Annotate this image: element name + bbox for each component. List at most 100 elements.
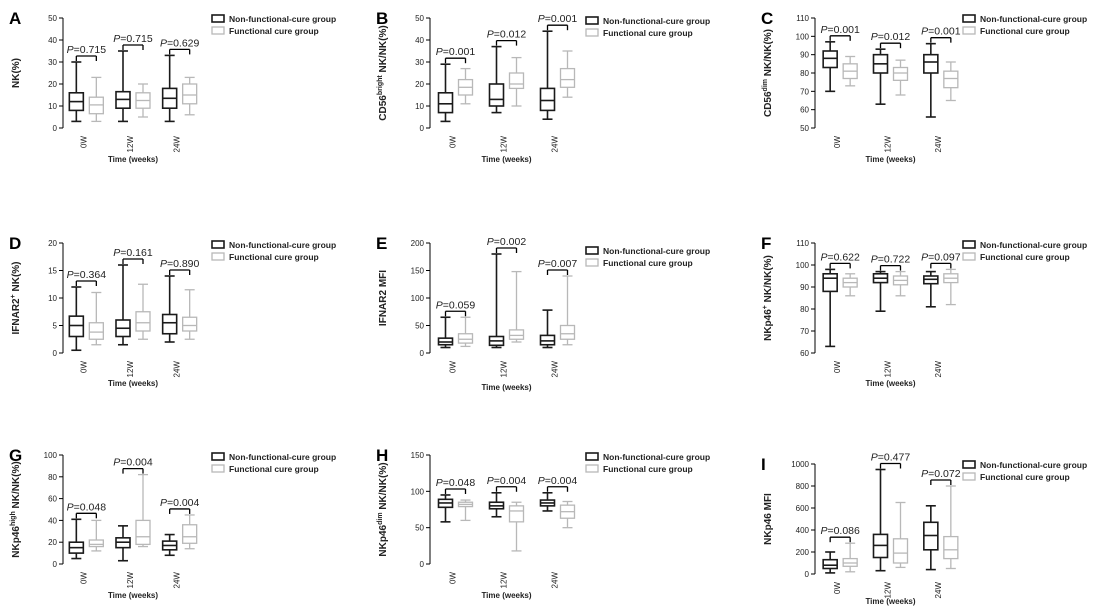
legend-swatch — [585, 16, 599, 25]
y-tick-label: 1000 — [791, 460, 809, 469]
legend-swatch — [211, 26, 225, 35]
legend-label: Functional cure group — [603, 28, 693, 38]
p-value-label: P=0.048 — [67, 501, 107, 513]
panel-d: D IFNAR2+ NK(%) 0 5 10 15 20 P=0.364 0W P=0.161 12… — [9, 234, 336, 388]
legend-label: Non-functional-cure group — [603, 16, 710, 26]
p-value-label: P=0.001 — [538, 13, 578, 25]
x-tick-label: 0W — [449, 572, 458, 584]
y-tick-label: 600 — [796, 504, 810, 513]
p-value-label: P=0.059 — [436, 299, 476, 311]
panel-letter: D — [9, 234, 21, 253]
y-axis-label: NKp46 MFI — [763, 493, 774, 545]
y-tick-label: 10 — [48, 102, 57, 111]
box — [822, 558, 838, 570]
p-value-label: P=0.072 — [921, 468, 961, 480]
x-tick-label: 24W — [173, 572, 182, 589]
box — [559, 67, 576, 88]
p-value-label: P=0.004 — [113, 457, 153, 469]
x-tick-label: 12W — [884, 582, 893, 599]
box — [539, 334, 556, 346]
box — [943, 70, 959, 89]
p-value-label: P=0.097 — [921, 251, 961, 263]
x-axis-label: Time (weeks) — [481, 591, 531, 600]
y-tick-label: 10 — [415, 102, 424, 111]
x-axis-label: Time (weeks) — [865, 155, 915, 164]
y-tick-label: 40 — [48, 36, 57, 45]
x-tick-label: 12W — [500, 572, 509, 589]
y-tick-label: 50 — [415, 322, 424, 331]
x-tick-label: 24W — [173, 361, 182, 378]
y-tick-label: 80 — [48, 473, 57, 482]
x-axis-label: Time (weeks) — [481, 383, 531, 392]
x-tick-label: 24W — [551, 361, 560, 378]
legend-swatch — [585, 258, 599, 267]
legend-swatch — [962, 14, 976, 23]
box — [88, 539, 104, 548]
y-tick-label: 30 — [415, 58, 424, 67]
panel-letter: E — [376, 234, 387, 253]
box — [892, 66, 909, 81]
panel-f: F NKp46+ NK/NK(%) 60 70 80 90 100 110 P=0.622 0W P… — [761, 234, 1087, 388]
legend-swatch — [211, 14, 225, 23]
y-tick-label: 50 — [800, 124, 809, 133]
x-axis-label: Time (weeks) — [865, 597, 915, 606]
x-axis-label: Time (weeks) — [108, 591, 158, 600]
legend-label: Non-functional-cure group — [980, 460, 1087, 470]
x-axis-label: Time (weeks) — [108, 379, 158, 388]
legend-swatch — [962, 252, 976, 261]
x-axis-label: Time (weeks) — [108, 155, 158, 164]
p-value-label: P=0.048 — [436, 477, 476, 489]
p-value-label: P=0.086 — [820, 525, 860, 537]
legend-swatch — [211, 240, 225, 249]
legend-label: Non-functional-cure group — [229, 452, 336, 462]
legend-swatch — [585, 28, 599, 37]
x-tick-label: 12W — [126, 136, 135, 153]
x-tick-label: 12W — [500, 136, 509, 153]
x-tick-label: 12W — [500, 361, 509, 378]
panel-letter: C — [761, 9, 773, 28]
box — [457, 333, 474, 344]
y-tick-label: 50 — [415, 14, 424, 23]
x-tick-label: 24W — [934, 361, 943, 378]
x-tick-label: 0W — [79, 361, 88, 373]
y-tick-label: 150 — [411, 451, 425, 460]
box — [437, 92, 454, 114]
p-value-label: P=0.364 — [67, 269, 107, 281]
legend-label: Functional cure group — [980, 26, 1070, 36]
y-tick-label: 90 — [800, 283, 809, 292]
legend-label: Functional cure group — [229, 252, 319, 262]
p-value-label: P=0.161 — [113, 247, 153, 259]
box — [539, 87, 556, 112]
x-tick-label: 12W — [884, 136, 893, 153]
p-value-label: P=0.007 — [538, 258, 578, 270]
p-value-label: P=0.629 — [160, 37, 200, 49]
x-tick-label: 24W — [934, 136, 943, 153]
y-tick-label: 60 — [800, 349, 809, 358]
legend-swatch — [585, 464, 599, 473]
y-tick-label: 20 — [48, 538, 57, 547]
legend-label: Non-functional-cure group — [229, 240, 336, 250]
y-axis-label: NKp46high NK/NK(%) — [10, 461, 22, 557]
y-tick-label: 20 — [48, 239, 57, 248]
legend-swatch — [962, 472, 976, 481]
y-tick-label: 100 — [411, 487, 425, 496]
y-tick-label: 150 — [411, 267, 425, 276]
legend-label: Non-functional-cure group — [603, 246, 710, 256]
x-tick-label: 0W — [833, 582, 842, 594]
y-tick-label: 0 — [420, 560, 425, 569]
legend-label: Functional cure group — [980, 252, 1070, 262]
box — [135, 519, 151, 546]
legend-swatch — [585, 452, 599, 461]
y-tick-label: 0 — [420, 124, 425, 133]
p-value-label: P=0.012 — [487, 29, 527, 41]
y-tick-label: 50 — [415, 524, 424, 533]
y-tick-label: 70 — [800, 327, 809, 336]
legend-label: Non-functional-cure group — [229, 14, 336, 24]
y-tick-label: 100 — [796, 32, 810, 41]
legend-swatch — [211, 464, 225, 473]
legend-label: Functional cure group — [229, 26, 319, 36]
y-tick-label: 70 — [800, 87, 809, 96]
